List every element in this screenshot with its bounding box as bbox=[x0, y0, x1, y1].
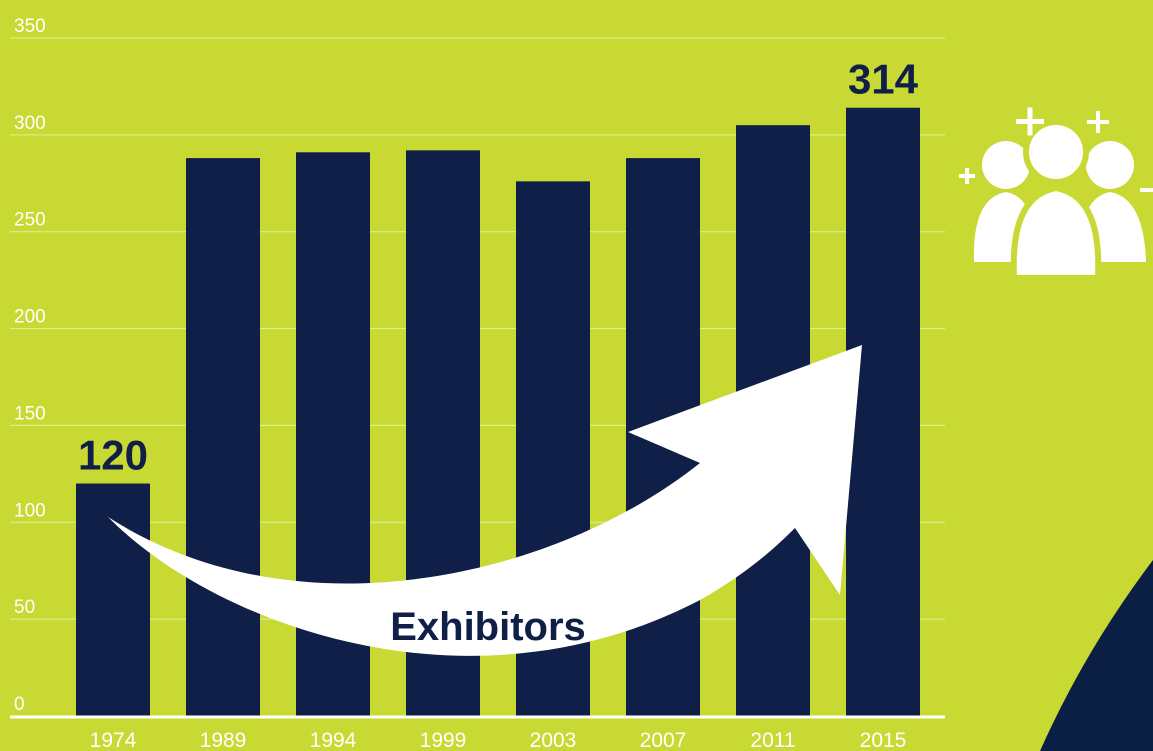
group-add-icon bbox=[959, 107, 1153, 281]
y-tick-label: 250 bbox=[14, 210, 46, 231]
y-tick-label: 300 bbox=[14, 113, 46, 134]
x-tick-label: 1999 bbox=[420, 729, 467, 751]
y-axis-ticks: 0 50 100 150 200 250 300 350 bbox=[14, 16, 46, 715]
y-tick-label: 350 bbox=[14, 16, 46, 37]
x-axis-ticks: 1974 1989 1994 1999 2003 2007 2011 2015 bbox=[90, 729, 907, 751]
bar-2015 bbox=[846, 107, 920, 717]
bar-1974 bbox=[76, 483, 150, 716]
y-tick-label: 0 bbox=[14, 694, 25, 715]
bar-1989 bbox=[186, 158, 260, 717]
arrow-label: Exhibitors bbox=[390, 605, 586, 649]
data-label-2015: 314 bbox=[848, 56, 919, 103]
x-tick-label: 2015 bbox=[860, 729, 907, 751]
y-tick-label: 50 bbox=[14, 597, 35, 618]
x-tick-label: 2011 bbox=[750, 729, 795, 751]
growth-arrow bbox=[108, 345, 862, 656]
x-tick-label: 1989 bbox=[200, 729, 247, 751]
data-label-1974: 120 bbox=[78, 432, 148, 479]
data-labels: 120 314 bbox=[78, 56, 919, 479]
corner-decoration bbox=[1040, 560, 1153, 751]
x-tick-label: 2007 bbox=[640, 729, 687, 751]
x-tick-label: 1994 bbox=[310, 729, 357, 751]
x-tick-label: 1974 bbox=[90, 729, 137, 751]
y-tick-label: 200 bbox=[14, 307, 46, 328]
x-tick-label: 2003 bbox=[530, 729, 577, 751]
y-tick-label: 150 bbox=[14, 403, 46, 424]
y-tick-label: 100 bbox=[14, 500, 46, 521]
